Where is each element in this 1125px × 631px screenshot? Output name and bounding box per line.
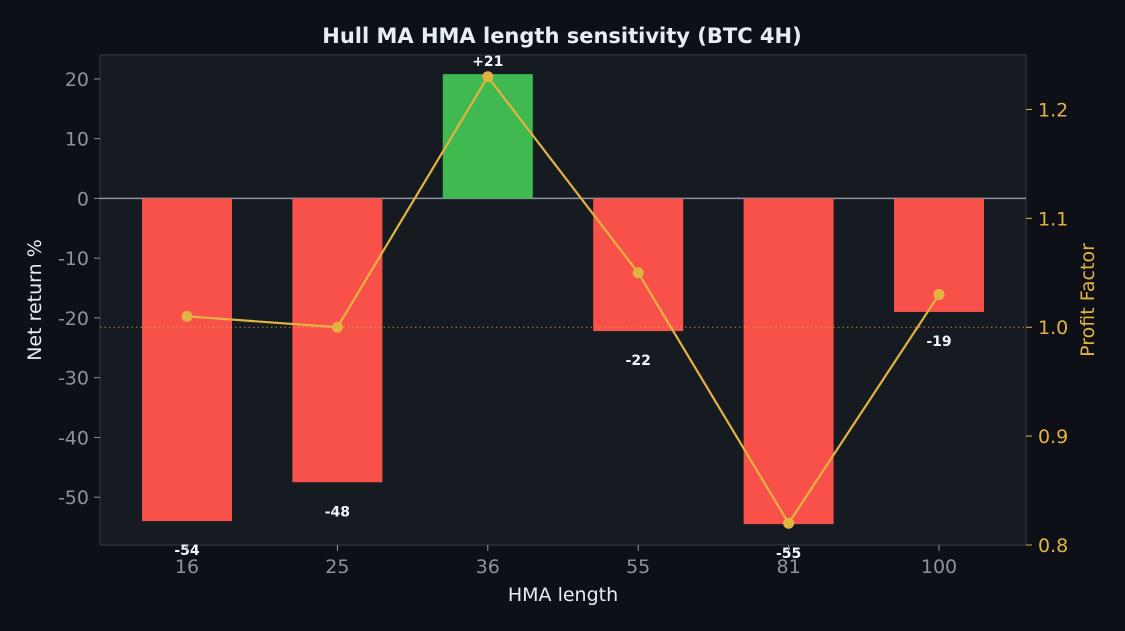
profit-factor-line <box>186 75 940 525</box>
bar-16 <box>142 198 232 522</box>
bar-data-label-81: -55 <box>776 546 801 562</box>
left-tick-label: -50 <box>58 487 89 509</box>
left-tick-label: -10 <box>58 248 89 270</box>
right-tick-label: 1.2 <box>1038 99 1068 121</box>
left-tick-label: -30 <box>58 368 89 390</box>
right-tick-label: 0.8 <box>1038 535 1068 557</box>
bars-layer <box>142 74 984 525</box>
x-tick-label: 100 <box>921 556 957 578</box>
bar-labels-layer: -54 -48 +21 -22 -55 -19 <box>174 54 951 562</box>
x-tick-label: 36 <box>476 556 500 578</box>
y2-axis-label: Profit Factor <box>1077 243 1099 357</box>
x-axis: 16 25 36 55 81 100 <box>175 545 957 578</box>
bar-36 <box>442 74 533 199</box>
profit-factor-point-25 <box>331 321 343 333</box>
plot-area <box>99 54 1027 546</box>
right-tick-label: 1.1 <box>1038 208 1068 230</box>
left-tick-label: 0 <box>77 188 89 210</box>
x-tick-label: 81 <box>777 556 801 578</box>
profit-factor-point-36 <box>482 71 494 83</box>
x-tick-label: 55 <box>626 556 650 578</box>
bar-55 <box>593 198 684 332</box>
left-tick-label: 10 <box>65 129 89 151</box>
bar-data-label-36: +21 <box>472 54 503 70</box>
right-y-axis: 1.2 1.1 1.0 0.9 0.8 <box>1026 99 1068 557</box>
right-tick-label: 0.9 <box>1038 426 1068 448</box>
left-tick-label: 20 <box>65 69 89 91</box>
x-axis-label: HMA length <box>508 584 618 606</box>
bar-25 <box>292 198 383 483</box>
left-tick-label: -20 <box>58 308 89 330</box>
bar-data-label-55: -22 <box>626 353 651 369</box>
profit-factor-point-81 <box>783 517 795 529</box>
left-tick-label: -40 <box>58 427 89 449</box>
x-tick-label: 25 <box>325 556 349 578</box>
profit-factor-point-55 <box>632 267 644 279</box>
bar-data-label-16: -54 <box>174 543 200 559</box>
profit-factor-point-100 <box>933 289 945 301</box>
profit-factor-line-layer <box>181 71 945 529</box>
y-axis-label: Net return % <box>24 239 46 361</box>
bar-data-label-100: -19 <box>926 334 951 350</box>
profit-factor-point-16 <box>181 310 193 322</box>
bar-data-label-25: -48 <box>325 504 350 520</box>
x-tick-label: 16 <box>175 556 199 578</box>
left-y-axis: 20 10 0 -10 -20 -30 -40 -50 <box>58 69 100 509</box>
right-tick-label: 1.0 <box>1038 317 1068 339</box>
chart-title: Hull MA HMA length sensitivity (BTC 4H) <box>322 24 801 48</box>
bar-81 <box>743 198 834 525</box>
